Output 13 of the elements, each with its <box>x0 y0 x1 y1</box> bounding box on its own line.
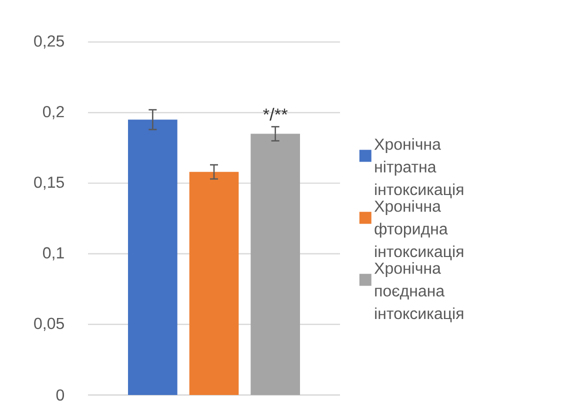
bar <box>128 120 178 395</box>
legend-label: Хронічна нітратна інтоксикація <box>374 138 464 198</box>
y-tick-label: 0,1 <box>43 247 64 260</box>
legend-label: Хронічна поєднана інтоксикація <box>374 262 464 322</box>
legend-label: Хронічна фторидна інтоксикація <box>374 200 464 260</box>
bar <box>250 134 300 395</box>
y-tick-label: 0 <box>56 389 64 401</box>
y-tick-label: 0,2 <box>43 106 64 120</box>
bar <box>189 172 239 395</box>
y-tick-label: 0,25 <box>34 35 64 49</box>
y-tick-label: 0,05 <box>34 318 64 331</box>
y-tick-label: 0,15 <box>34 176 64 190</box>
annotation: */** <box>263 108 288 121</box>
